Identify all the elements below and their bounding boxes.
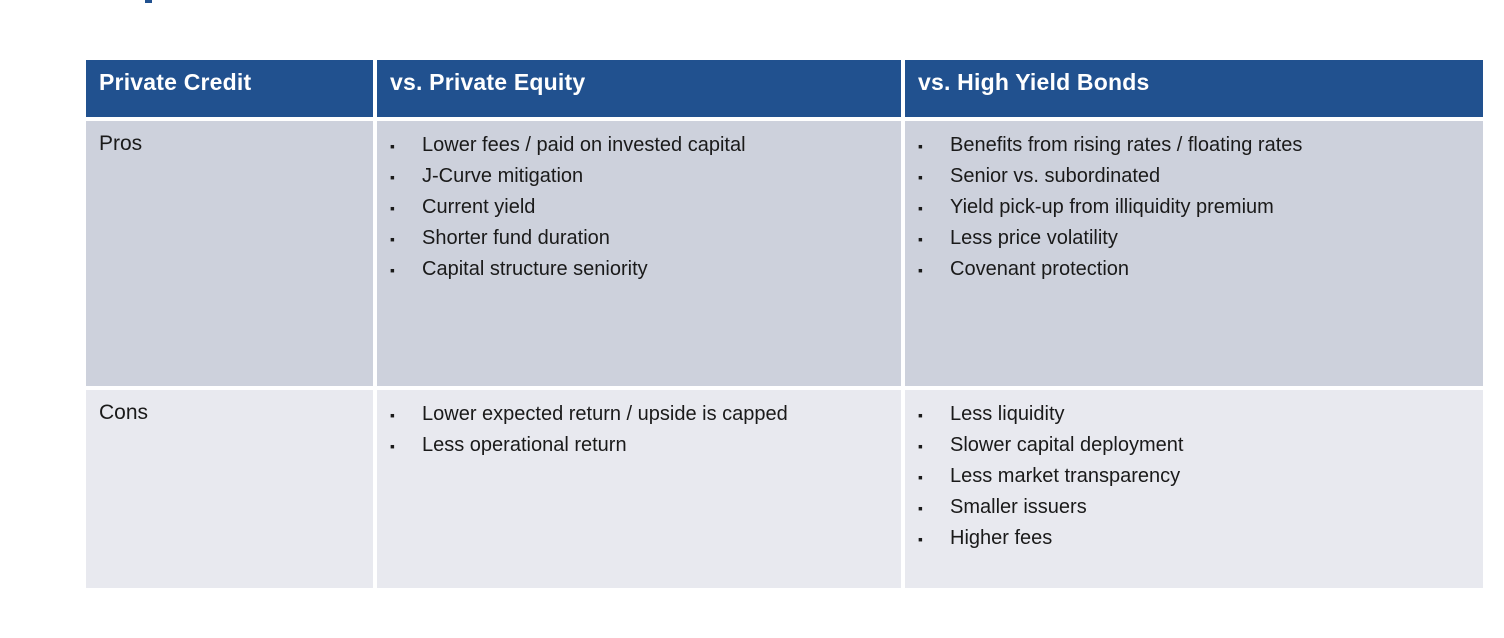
cons-vs-high-yield-bonds-cell: ▪ Less liquidity ▪ Slower capital deploymen…	[905, 390, 1483, 588]
bullet-text: Higher fees	[950, 527, 1053, 549]
header-label: vs. High Yield Bonds	[918, 69, 1150, 95]
bullet-item: ▪ Senior vs. subordinated	[918, 161, 1483, 192]
row-label-text: Pros	[99, 132, 143, 155]
bullet-item: ▪ Current yield	[390, 192, 901, 223]
bullet-item: ▪ Shorter fund duration	[390, 223, 901, 254]
square-bullet-icon: ▪	[918, 438, 923, 454]
bullet-list: ▪ Lower fees / paid on invested capital ▪ J…	[377, 121, 901, 285]
row-label-cons: Cons	[86, 390, 373, 588]
bullet-text: Lower fees / paid on invested capital	[422, 134, 746, 156]
square-bullet-icon: ▪	[918, 231, 923, 247]
square-bullet-icon: ▪	[918, 407, 923, 423]
square-bullet-icon: ▪	[390, 262, 395, 278]
cropped-title-fragment	[145, 0, 152, 3]
bullet-list: ▪ Less liquidity ▪ Slower capital deploymen…	[905, 390, 1483, 554]
bullet-text: Capital structure seniority	[422, 258, 648, 280]
header-label: Private Credit	[99, 69, 252, 95]
bullet-item: ▪ Yield pick-up from illiquidity premium	[918, 192, 1483, 223]
bullet-text: Covenant protection	[950, 258, 1130, 280]
bullet-item: ▪ J-Curve mitigation	[390, 161, 901, 192]
bullet-item: ▪ Higher fees	[918, 523, 1483, 554]
square-bullet-icon: ▪	[918, 138, 923, 154]
bullet-text: J-Curve mitigation	[422, 165, 584, 187]
row-label-pros: Pros	[86, 121, 373, 386]
square-bullet-icon: ▪	[390, 169, 395, 185]
bullet-item: ▪ Smaller issuers	[918, 492, 1483, 523]
bullet-item: ▪ Covenant protection	[918, 254, 1483, 285]
header-cell-vs-high-yield-bonds: vs. High Yield Bonds	[905, 60, 1483, 117]
bullet-item: ▪ Lower fees / paid on invested capital	[390, 130, 901, 161]
bullet-item: ▪ Lower expected return / upside is cappe…	[390, 399, 901, 430]
bullet-item: ▪ Capital structure seniority	[390, 254, 901, 285]
row-label-text: Cons	[99, 401, 149, 424]
header-label: vs. Private Equity	[390, 69, 586, 95]
bullet-item: ▪ Benefits from rising rates / floating r…	[918, 130, 1483, 161]
square-bullet-icon: ▪	[918, 500, 923, 516]
bullet-text: Less price volatility	[950, 227, 1118, 249]
square-bullet-icon: ▪	[390, 438, 395, 454]
bullet-item: ▪ Less operational return	[390, 430, 901, 461]
square-bullet-icon: ▪	[918, 169, 923, 185]
square-bullet-icon: ▪	[390, 407, 395, 423]
bullet-text: Current yield	[422, 196, 536, 218]
square-bullet-icon: ▪	[918, 531, 923, 547]
bullet-text: Senior vs. subordinated	[950, 165, 1161, 187]
bullet-text: Smaller issuers	[950, 496, 1087, 518]
comparison-table: Private Credit vs. Private Equity vs. Hi…	[86, 60, 1483, 588]
bullet-text: Shorter fund duration	[422, 227, 610, 249]
bullet-text: Less market transparency	[950, 465, 1181, 487]
bullet-text: Slower capital deployment	[950, 434, 1184, 456]
bullet-text: Less liquidity	[950, 403, 1065, 425]
bullet-item: ▪ Less liquidity	[918, 399, 1483, 430]
bullet-list: ▪ Benefits from rising rates / floating r…	[905, 121, 1483, 285]
bullet-text: Lower expected return / upside is capped	[422, 403, 788, 425]
bullet-text: Benefits from rising rates / floating ra…	[950, 134, 1303, 156]
square-bullet-icon: ▪	[390, 200, 395, 216]
bullet-text: Yield pick-up from illiquidity premium	[950, 196, 1274, 218]
cons-vs-private-equity-cell: ▪ Lower expected return / upside is cappe…	[377, 390, 901, 588]
square-bullet-icon: ▪	[918, 262, 923, 278]
header-cell-private-credit: Private Credit	[86, 60, 373, 117]
header-cell-vs-private-equity: vs. Private Equity	[377, 60, 901, 117]
pros-vs-high-yield-bonds-cell: ▪ Benefits from rising rates / floating r…	[905, 121, 1483, 386]
square-bullet-icon: ▪	[390, 231, 395, 247]
square-bullet-icon: ▪	[390, 138, 395, 154]
bullet-item: ▪ Less market transparency	[918, 461, 1483, 492]
bullet-list: ▪ Lower expected return / upside is cappe…	[377, 390, 901, 461]
square-bullet-icon: ▪	[918, 469, 923, 485]
square-bullet-icon: ▪	[918, 200, 923, 216]
bullet-item: ▪ Slower capital deployment	[918, 430, 1483, 461]
bullet-item: ▪ Less price volatility	[918, 223, 1483, 254]
bullet-text: Less operational return	[422, 434, 627, 456]
pros-vs-private-equity-cell: ▪ Lower fees / paid on invested capital ▪ J…	[377, 121, 901, 386]
